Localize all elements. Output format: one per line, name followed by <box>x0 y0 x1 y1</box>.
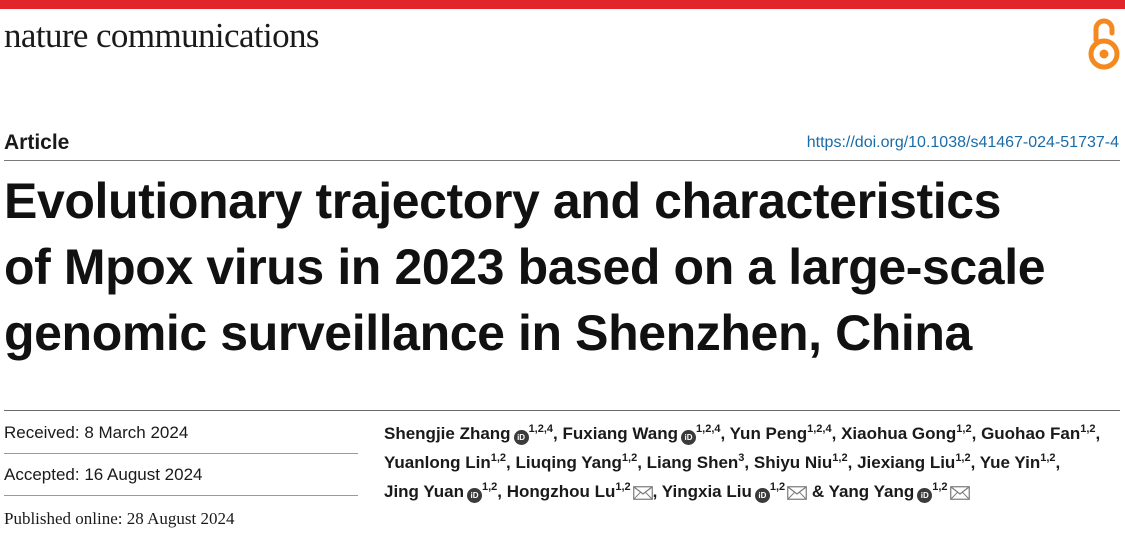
affiliation-superscript: 1,2,4 <box>696 423 721 435</box>
affiliation-superscript: 1,2 <box>1080 423 1096 435</box>
date-divider <box>4 495 358 496</box>
author-entry: Yingxia Liu iD1,2 & <box>661 481 825 503</box>
affiliation-superscript: 1,2 <box>955 452 971 464</box>
author-separator: , <box>744 453 750 472</box>
metadata-divider <box>4 410 1120 411</box>
mail-icon[interactable] <box>787 486 807 500</box>
affiliation-superscript: 1,2 <box>1040 452 1056 464</box>
affiliation-superscript: 1,2 <box>615 481 631 493</box>
author-name[interactable]: Jiexiang Liu <box>857 453 956 472</box>
published-date: Published online: 28 August 2024 <box>4 509 235 528</box>
author-separator: , <box>970 453 976 472</box>
author-entry: Fuxiang Wang iD1,2,4, <box>562 423 726 445</box>
doi-link[interactable]: https://doi.org/10.1038/s41467-024-51737… <box>806 134 1119 151</box>
author-name[interactable]: Liuqing Yang <box>515 453 622 472</box>
author-separator: , <box>971 424 977 443</box>
orcid-icon[interactable]: iD <box>917 488 933 503</box>
title-line: of Mpox virus in 2023 based on a large-s… <box>4 239 1046 295</box>
open-access-icon <box>1086 16 1122 72</box>
author-separator: , <box>1095 424 1101 443</box>
affiliation-superscript: 1,2 <box>482 481 498 493</box>
affiliation-superscript: 3 <box>738 452 745 464</box>
orcid-icon[interactable]: iD <box>681 430 697 445</box>
author-name[interactable]: Yingxia Liu <box>661 482 752 501</box>
date-divider <box>4 453 358 454</box>
author-list: Shengjie Zhang iD1,2,4, Fuxiang Wang iD1,2… <box>384 419 1120 506</box>
orcid-icon[interactable]: iD <box>467 488 482 503</box>
affiliation-superscript: 1,2 <box>490 452 507 464</box>
affiliation-superscript: 1,2,4 <box>528 423 554 435</box>
author-entry: Hongzhou Lu1,2, <box>506 481 658 502</box>
author-entry: Yuanlong Lin1,2, <box>384 452 511 473</box>
author-entry: Liuqing Yang1,2, <box>515 452 642 473</box>
orcid-icon[interactable]: iD <box>513 430 529 445</box>
author-entry: Guohao Fan1,2, <box>981 423 1101 444</box>
author-entry: Yang Yang iD1,2 <box>828 481 970 503</box>
author-entry: Shiyu Niu1,2, <box>753 452 853 473</box>
orcid-icon[interactable]: iD <box>754 488 770 503</box>
author-separator: , <box>553 424 558 443</box>
received-date: Received: 8 March 2024 <box>4 423 189 442</box>
accepted-date: Accepted: 16 August 2024 <box>4 465 203 484</box>
title-line: genomic surveillance in Shenzhen, China <box>4 305 972 361</box>
author-entry: Xiaohua Gong1,2, <box>841 423 977 444</box>
author-entry: Jiexiang Liu1,2, <box>857 452 976 473</box>
author-separator: , <box>497 482 503 501</box>
author-name[interactable]: Xiaohua Gong <box>841 424 957 443</box>
affiliation-superscript: 1,2 <box>832 452 848 464</box>
author-name[interactable]: Yang Yang <box>828 482 915 501</box>
affiliation-superscript: 1,2 <box>956 423 972 435</box>
author-name[interactable]: Liang Shen <box>646 453 739 472</box>
author-entry: Shengjie Zhang iD1,2,4, <box>384 423 558 445</box>
header-divider <box>4 160 1120 161</box>
author-name[interactable]: Yun Peng <box>729 424 808 443</box>
top-accent-bar <box>0 0 1125 9</box>
affiliation-superscript: 1,2 <box>932 481 948 493</box>
title-line: Evolutionary trajectory and characterist… <box>4 173 1002 229</box>
author-separator: , <box>637 453 642 472</box>
author-separator: & <box>807 482 825 501</box>
author-separator: , <box>506 453 511 472</box>
affiliation-superscript: 1,2 <box>621 452 638 464</box>
author-separator: , <box>847 453 853 472</box>
journal-name[interactable]: nature communications <box>4 16 320 55</box>
author-name[interactable]: Yue Yin <box>979 453 1041 472</box>
author-entry: Yun Peng1,2,4, <box>729 423 837 444</box>
author-name[interactable]: Fuxiang Wang <box>562 424 679 443</box>
author-name[interactable]: Guohao Fan <box>981 424 1081 443</box>
author-entry: Jing Yuan iD1,2, <box>384 481 503 503</box>
affiliation-superscript: 1,2,4 <box>807 423 832 435</box>
affiliation-superscript: 1,2 <box>769 481 786 493</box>
author-name[interactable]: Hongzhou Lu <box>506 482 616 501</box>
author-name[interactable]: Jing Yuan <box>384 482 464 501</box>
author-name[interactable]: Shengjie Zhang <box>384 424 511 443</box>
mail-icon[interactable] <box>632 486 653 500</box>
author-name[interactable]: Shiyu Niu <box>753 453 833 472</box>
author-separator: , <box>652 482 658 501</box>
author-entry: Liang Shen3, <box>646 452 750 473</box>
author-separator: , <box>1055 453 1061 472</box>
article-type-label: Article <box>4 131 70 154</box>
author-separator: , <box>720 424 726 443</box>
article-title: Evolutionary trajectory and characterist… <box>4 168 1122 366</box>
mail-icon[interactable] <box>949 486 970 500</box>
author-name[interactable]: Yuanlong Lin <box>384 453 491 472</box>
author-entry: Yue Yin1,2, <box>979 452 1061 473</box>
author-separator: , <box>831 424 837 443</box>
